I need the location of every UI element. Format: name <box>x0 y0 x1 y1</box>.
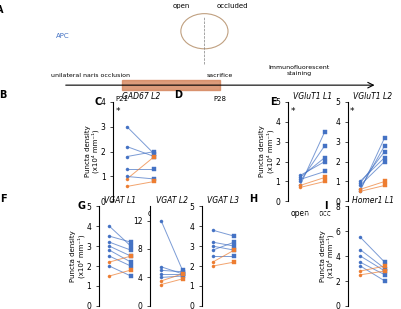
Text: APC: APC <box>56 33 70 39</box>
Y-axis label: Puncta density
(x10⁴ mm⁻¹): Puncta density (x10⁴ mm⁻¹) <box>320 230 334 282</box>
Text: A: A <box>0 6 4 15</box>
Text: open: open <box>267 211 284 217</box>
Text: C: C <box>94 97 101 107</box>
Text: open: open <box>17 211 34 217</box>
Text: I: I <box>324 201 328 211</box>
Text: unilateral naris occlusion: unilateral naris occlusion <box>51 73 130 78</box>
Title: VGluT1 L2: VGluT1 L2 <box>353 92 392 101</box>
Text: open: open <box>20 107 37 113</box>
Text: open: open <box>172 3 190 9</box>
Y-axis label: Puncta density
(x10⁴ mm⁻¹): Puncta density (x10⁴ mm⁻¹) <box>259 126 274 177</box>
Text: occluded: occluded <box>62 107 94 113</box>
Text: H: H <box>249 194 257 204</box>
Text: open: open <box>194 107 212 113</box>
Text: F: F <box>0 194 6 204</box>
Text: occluded: occluded <box>302 211 334 217</box>
Text: sacrifice: sacrifice <box>207 73 233 78</box>
Text: P21: P21 <box>115 96 128 102</box>
Text: G: G <box>77 201 85 211</box>
Y-axis label: Puncta density
(x10⁴ mm⁻¹): Puncta density (x10⁴ mm⁻¹) <box>70 230 85 282</box>
Text: *: * <box>350 107 354 116</box>
Title: VGAT L1: VGAT L1 <box>104 197 136 205</box>
Bar <box>122 80 220 90</box>
Text: *: * <box>116 107 120 116</box>
Title: VGAT L3: VGAT L3 <box>207 197 239 205</box>
Text: P28: P28 <box>214 96 227 102</box>
Text: occluded: occluded <box>216 3 248 9</box>
Text: Immunofluorescent
staining: Immunofluorescent staining <box>268 65 329 76</box>
Text: *: * <box>290 107 295 116</box>
Title: GAD67 L2: GAD67 L2 <box>122 92 160 101</box>
Title: Homer1 L1: Homer1 L1 <box>352 197 394 205</box>
Y-axis label: Puncta density
(x10⁴ mm⁻¹): Puncta density (x10⁴ mm⁻¹) <box>85 126 99 177</box>
Text: occluded: occluded <box>53 211 84 217</box>
Title: VGluT1 L1: VGluT1 L1 <box>293 92 332 101</box>
Title: VGAT L2: VGAT L2 <box>156 197 188 205</box>
Text: B: B <box>0 90 6 100</box>
Text: E: E <box>271 97 277 107</box>
Text: occluded: occluded <box>237 107 268 113</box>
Text: D: D <box>174 90 182 100</box>
